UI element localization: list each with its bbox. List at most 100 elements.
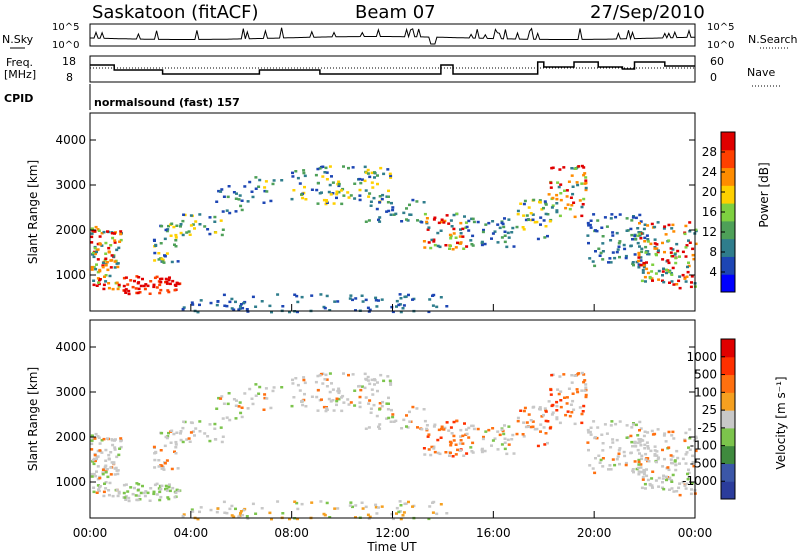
velocity-cell: [455, 419, 459, 423]
velocity-cell: [119, 445, 123, 449]
velocity-cell: [584, 386, 588, 389]
velocity-cell: [563, 396, 566, 399]
power-cell: [587, 224, 591, 227]
velocity-cell: [221, 417, 225, 420]
power-cell: [391, 206, 395, 209]
velocity-cell: [671, 462, 675, 465]
power-cell: [656, 250, 660, 254]
power-cell: [589, 219, 593, 222]
power-cell: [644, 280, 647, 283]
velocity-cell: [538, 406, 542, 409]
velocity-cell: [399, 517, 403, 521]
power-cell: [673, 253, 677, 256]
velocity-cell: [656, 428, 660, 431]
velocity-cell: [467, 426, 471, 430]
velocity-cell: [644, 452, 648, 456]
velocity-cell: [368, 382, 372, 386]
velocity-cell: [293, 500, 297, 503]
velocity-cell: [107, 493, 111, 497]
velocity-cell: [643, 482, 647, 486]
velocity-cell: [391, 415, 395, 419]
power-cell: [225, 209, 229, 212]
velocity-cell: [427, 448, 431, 451]
velocity-cell: [574, 374, 577, 377]
velocity-cell: [378, 427, 382, 430]
power-cell: [445, 305, 449, 308]
velocity-cell: [637, 460, 641, 464]
power-cell: [100, 244, 104, 247]
power-cell: [359, 181, 363, 185]
power-cell: [117, 283, 121, 287]
power-cell: [373, 176, 376, 179]
velocity-cell: [90, 475, 94, 478]
velocity-cell: [174, 443, 178, 446]
power-cell: [506, 231, 510, 235]
velocity-cell: [589, 433, 593, 436]
power-cell: [220, 188, 224, 191]
velocity-cell: [206, 435, 210, 438]
velocity-cell: [657, 456, 660, 459]
velocity-cell: [113, 446, 117, 449]
power-cell: [653, 247, 657, 250]
velocity-cell: [522, 409, 526, 413]
velocity-cell: [113, 439, 116, 442]
velocity-cell: [408, 420, 412, 423]
power-cell: [644, 251, 648, 254]
power-cell: [469, 239, 473, 242]
power-cell: [358, 188, 362, 192]
velocity-cell: [401, 514, 405, 517]
velocity-cell: [165, 489, 169, 492]
power-cell: [188, 233, 192, 236]
velocity-cell: [598, 461, 602, 464]
velocity-cell: [634, 423, 638, 427]
velocity-cell: [164, 484, 168, 488]
power-cell: [209, 301, 213, 305]
power-x-ticks: [89, 304, 696, 311]
velocity-cell: [462, 454, 466, 457]
velocity-cell: [363, 386, 367, 390]
power-cell: [674, 261, 678, 265]
power-cell: [101, 265, 105, 269]
velocity-cell: [96, 465, 100, 468]
velocity-cell: [341, 394, 345, 398]
colorbar-tick-label: 500: [694, 368, 717, 382]
power-cell: [164, 277, 168, 281]
power-cell: [427, 241, 431, 244]
velocity-cell: [98, 476, 102, 480]
power-cell: [102, 230, 106, 234]
power-cell: [232, 191, 236, 194]
power-cell: [430, 238, 434, 242]
power-cell: [358, 177, 362, 181]
velocity-cell: [264, 387, 268, 390]
power-cell: [262, 201, 266, 204]
velocity-cell: [581, 410, 585, 413]
power-cell: [661, 279, 664, 282]
power-cell: [607, 261, 610, 264]
power-cell: [361, 178, 364, 181]
velocity-cell: [139, 491, 143, 495]
power-cell: [461, 227, 465, 231]
velocity-cell: [328, 516, 332, 519]
power-cell: [391, 208, 395, 212]
velocity-cell: [158, 490, 162, 494]
power-cell: [166, 228, 170, 231]
velocity-cell: [303, 381, 307, 385]
velocity-cell: [632, 470, 635, 474]
power-cell: [131, 285, 135, 289]
velocity-cell: [555, 400, 559, 404]
velocity-cell: [542, 413, 545, 417]
power-cell: [245, 308, 249, 311]
velocity-cell: [354, 504, 358, 507]
velocity-cell: [245, 515, 249, 518]
velocity-cell: [167, 431, 170, 435]
velocity-cell: [544, 419, 548, 423]
power-cell: [208, 232, 212, 236]
velocity-cell: [463, 422, 466, 425]
power-cell: [634, 238, 638, 241]
velocity-cell: [189, 431, 193, 434]
power-cell: [570, 204, 574, 207]
power-cell: [187, 230, 191, 233]
power-cell: [165, 282, 169, 285]
power-cell: [213, 215, 217, 219]
